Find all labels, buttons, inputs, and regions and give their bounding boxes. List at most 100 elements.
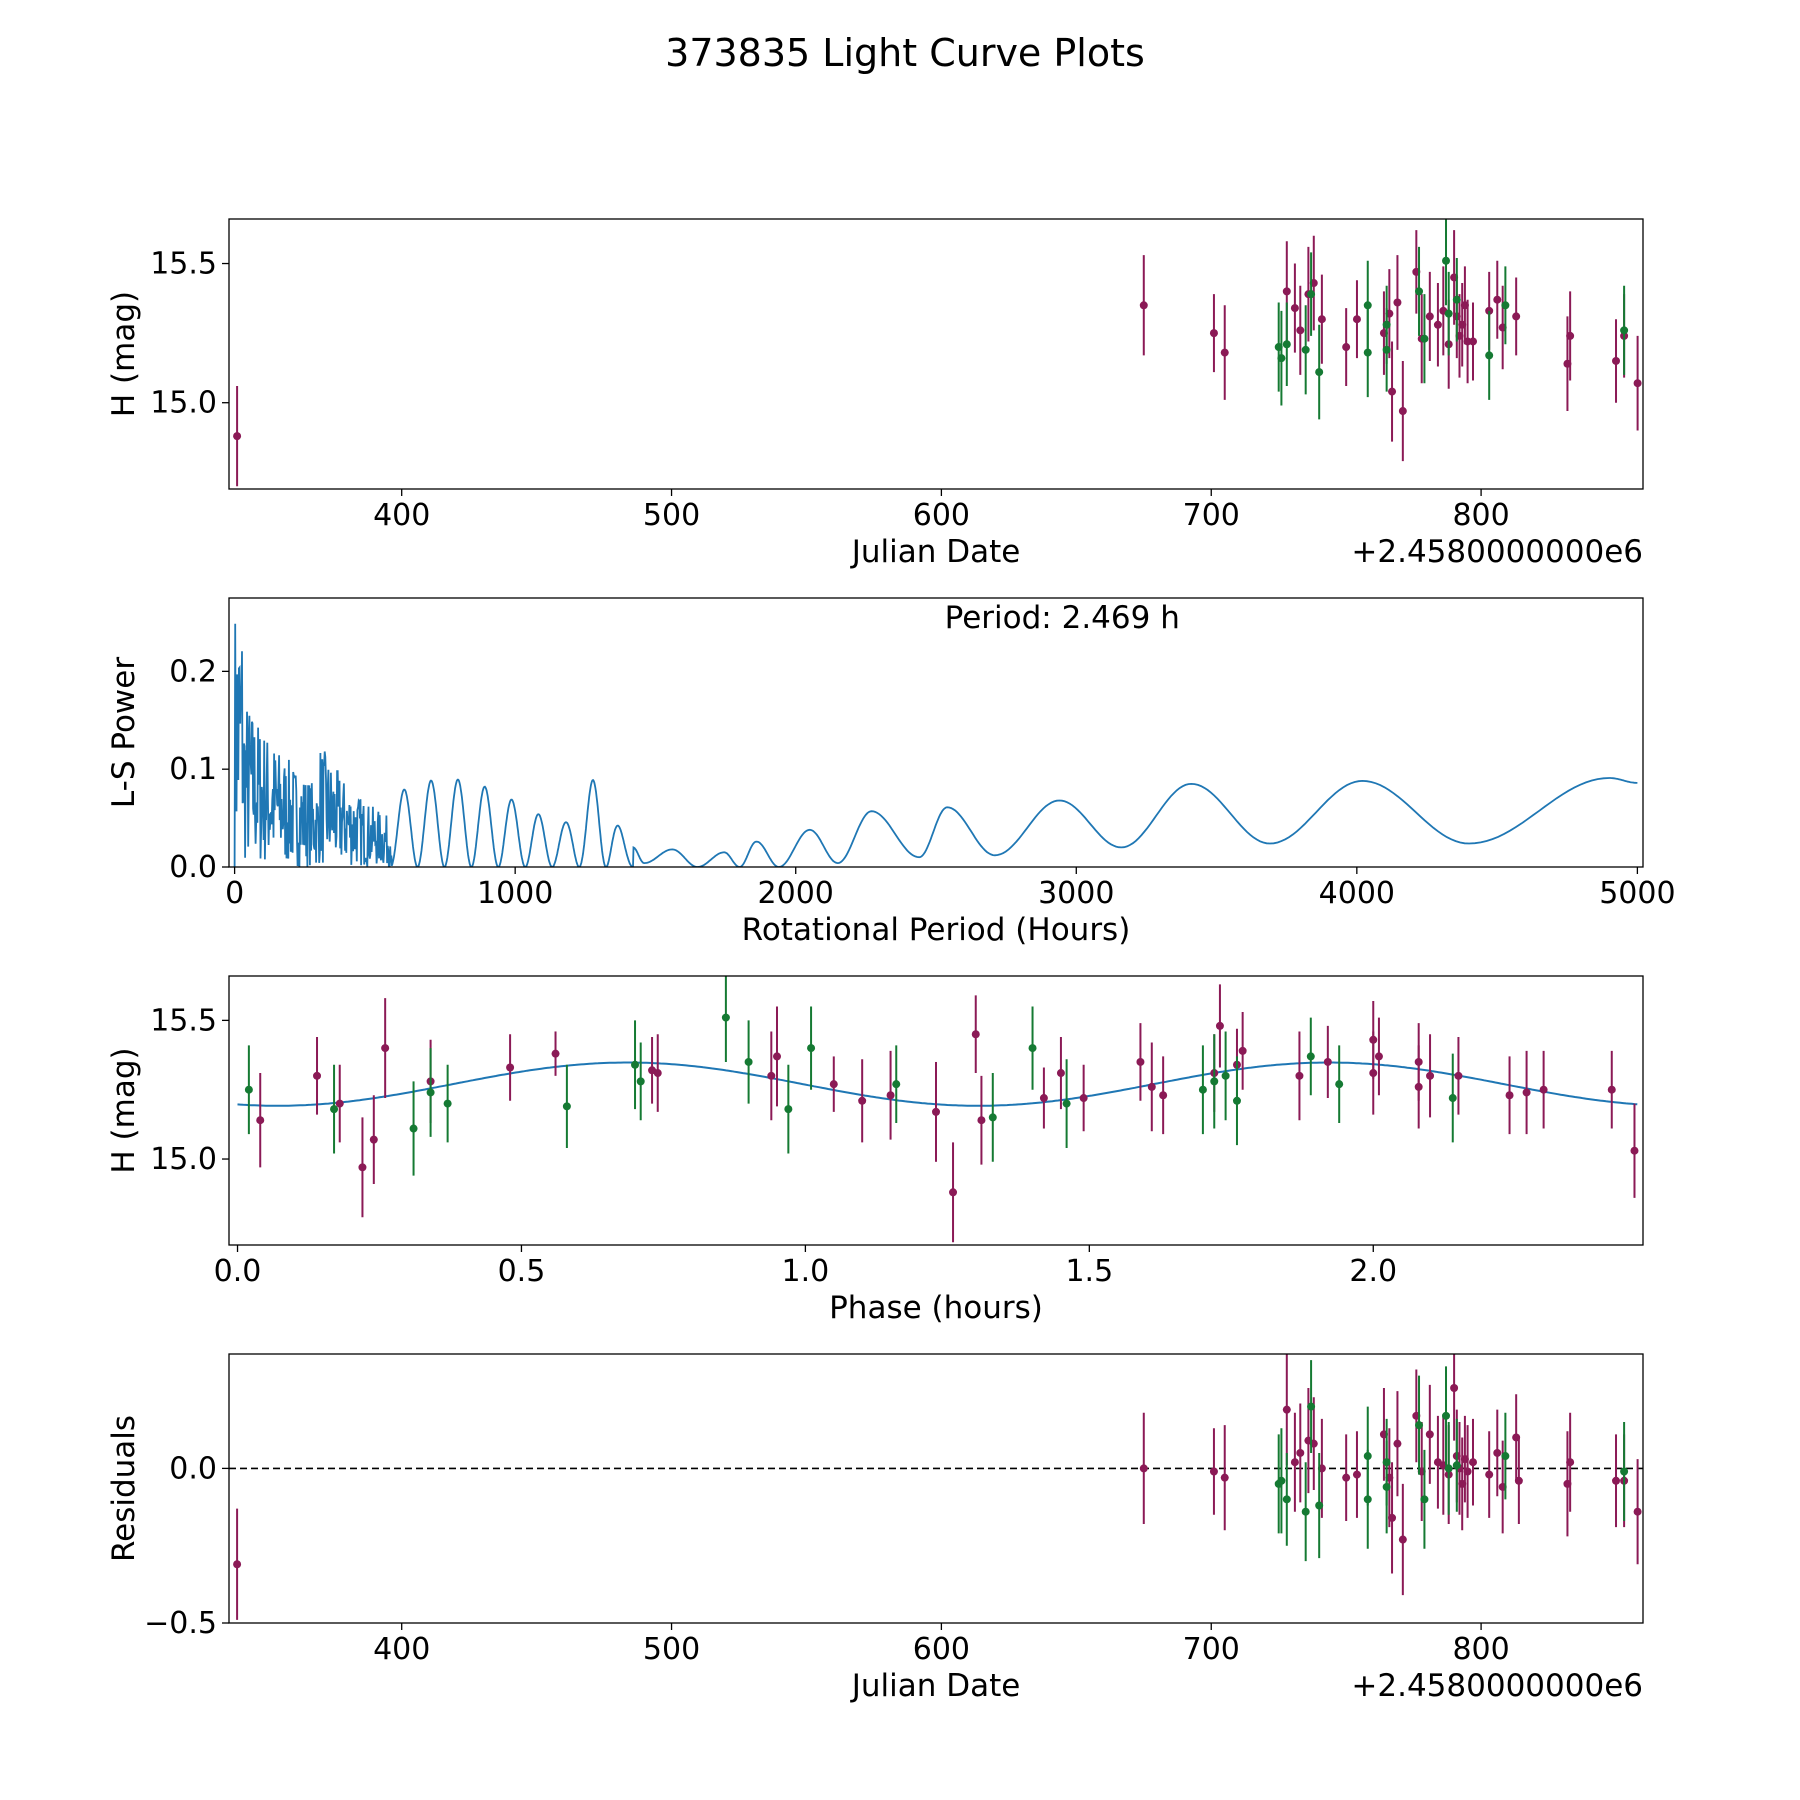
data-point [1136,1057,1145,1066]
x-tick-label: 400 [373,498,430,533]
x-tick-label: 1.5 [1065,1254,1113,1289]
data-point [1139,1464,1148,1473]
axes-frame [228,218,1644,490]
y-axis-label: Residuals [106,1415,142,1562]
data-point [1282,340,1291,349]
y-tick-label: 15.0 [150,386,217,421]
data-point [1342,343,1351,352]
data-point [335,1099,344,1108]
y-axis-label: H (mag) [106,1047,142,1173]
y-tick-label: 0.0 [169,850,217,885]
data-point [1301,345,1310,354]
data-point [330,1105,339,1114]
data-point [1420,1495,1429,1504]
data-point [1369,1035,1378,1044]
series-magenta [256,984,1639,1243]
data-point [358,1163,367,1172]
data-point [562,1102,571,1111]
data-point [1388,1513,1397,1522]
data-point [631,1060,640,1069]
plot-area-lightcurve [233,219,1642,487]
data-point [977,1116,986,1125]
x-tick-label: 700 [1183,498,1240,533]
data-point [1215,1021,1224,1030]
data-point [1220,348,1229,357]
data-point [784,1105,793,1114]
data-point [892,1080,901,1089]
data-point [1522,1088,1531,1097]
panel-phased: 0.0 0.5 1.0 1.5 2.0 15.0 15.5 Phase (hours) H (m… [106,975,1644,1326]
y-tick-label: 0.1 [169,752,217,787]
y-axis-label: H (mag) [106,291,142,417]
data-point [1282,1405,1291,1414]
data-point [1290,1458,1299,1467]
data-point [721,1013,730,1022]
data-point [313,1071,322,1080]
data-point [1442,256,1451,265]
y-tick-label: 15.5 [150,1003,217,1038]
data-point [1485,1470,1494,1479]
data-point [443,1099,452,1108]
panel-lightcurve: 400 500 600 700 800 15.0 15.5 Julian Date H (mag… [106,218,1644,570]
data-point [886,1091,895,1100]
data-point [1630,1146,1639,1155]
y-tick-label: 0.2 [169,654,217,689]
series-green [1274,1360,1629,1562]
data-point [1352,1470,1361,1479]
data-point [1315,368,1324,377]
data-point [1398,1535,1407,1544]
data-point [1062,1099,1071,1108]
data-point [1335,1080,1344,1089]
data-point [1448,1094,1457,1103]
data-point [1425,1430,1434,1439]
data-point [1620,326,1629,335]
data-point [1463,1467,1472,1476]
data-point [1433,320,1442,329]
data-point [1612,356,1621,365]
x-tick-label: 4000 [1319,876,1395,911]
x-offset-text: +2.4580000000e6 [1351,534,1643,570]
data-point [1514,1476,1523,1485]
data-point [1633,379,1642,388]
data-point [1307,290,1316,299]
data-point [1079,1094,1088,1103]
data-point [1238,1046,1247,1055]
x-tick-label: 3000 [1038,876,1114,911]
data-point [1221,1071,1230,1080]
y-axis-label: L-S Power [106,657,142,808]
y-tick-label: 15.0 [150,1142,217,1177]
data-point [1414,1057,1423,1066]
data-point [1620,1467,1629,1476]
axes-frame [228,597,1644,868]
data-point [1633,1507,1642,1516]
data-point [1209,329,1218,338]
data-point [1220,1473,1229,1482]
data-point [1420,334,1429,343]
data-point [1277,354,1286,363]
data-point [1393,1439,1402,1448]
x-tick-label: 500 [643,498,700,533]
data-point [1296,1448,1305,1457]
x-offset-text: +2.4580000000e6 [1351,1668,1643,1704]
data-point [1452,1461,1461,1470]
data-point [506,1063,515,1072]
x-tick-label: 400 [373,1632,430,1667]
data-point [1468,337,1477,346]
data-point [1512,312,1521,321]
x-tick-label: 0.0 [214,1254,262,1289]
data-point [1139,301,1148,310]
y-tick-label: 15.5 [150,247,217,282]
x-axis-label: Julian Date [850,534,1021,570]
data-point [1147,1082,1156,1091]
x-tick-label: 2000 [758,876,834,911]
data-point [426,1088,435,1097]
plot-area-periodogram [233,623,1638,867]
data-point [1493,295,1502,304]
data-point [1501,301,1510,310]
data-point [1426,1071,1435,1080]
data-point [409,1124,418,1133]
data-point [1444,1464,1453,1473]
data-point [1425,312,1434,321]
data-point [1363,348,1372,357]
data-point [1607,1085,1616,1094]
